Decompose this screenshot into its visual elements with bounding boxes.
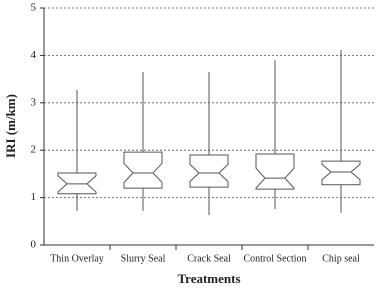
- y-tick-label: 4: [31, 49, 37, 61]
- x-tick-label: Control Section: [243, 253, 306, 264]
- y-tick-label: 5: [31, 2, 37, 14]
- notched-box: [255, 153, 295, 190]
- x-tick-label: Slurry Seal: [121, 253, 166, 264]
- notched-box: [123, 151, 163, 189]
- notched-box: [189, 154, 229, 188]
- notched-box: [321, 160, 361, 186]
- y-tick-label: 2: [31, 144, 37, 156]
- y-tick-label: 1: [31, 191, 37, 203]
- y-tick-label: 0: [31, 239, 37, 251]
- x-tick-label: Crack Seal: [187, 253, 231, 264]
- x-tick-label: Chip seal: [322, 253, 360, 264]
- x-tick-label: Thin Overlay: [50, 253, 104, 264]
- y-axis-title: IRI (m/km): [3, 94, 18, 158]
- x-axis-title: Treatments: [177, 271, 240, 286]
- y-tick-label: 3: [31, 96, 37, 108]
